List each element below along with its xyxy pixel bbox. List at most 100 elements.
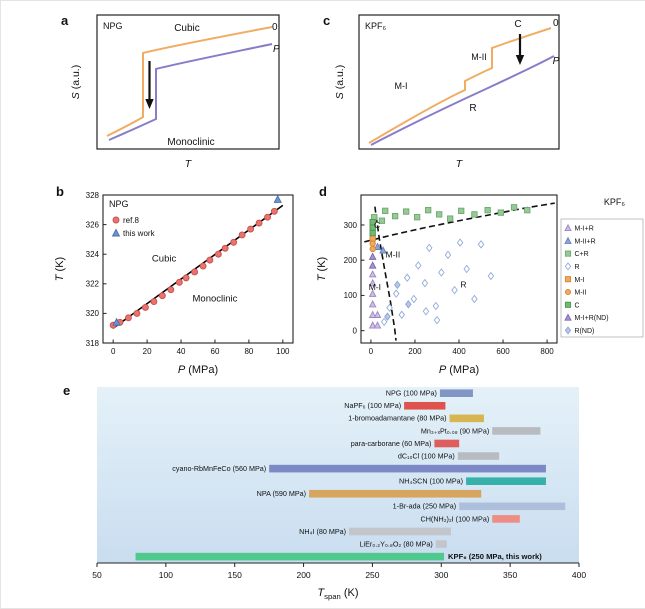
phase-label: M-I bbox=[369, 282, 381, 292]
panel-letter-c: c bbox=[323, 13, 330, 28]
panel-letter-a: a bbox=[61, 13, 69, 28]
data-point-marker bbox=[564, 301, 572, 308]
bar-label: KPF₆ (250 MPa, this work) bbox=[448, 552, 542, 561]
x-tick-label: 200 bbox=[408, 347, 422, 356]
chart-title: KPF₆ bbox=[604, 197, 626, 207]
chart-background bbox=[97, 387, 579, 563]
data-point-marker bbox=[214, 250, 222, 258]
data-point-marker bbox=[391, 212, 399, 220]
bar-8 bbox=[466, 477, 546, 485]
data-point-marker bbox=[564, 223, 572, 232]
axis-label: T (K) bbox=[54, 257, 66, 281]
data-point-marker bbox=[380, 317, 388, 327]
y-tick-label: 0 bbox=[353, 326, 358, 335]
curve-zero-label: 0 bbox=[553, 18, 559, 29]
legend-label: M-II bbox=[575, 290, 587, 297]
x-tick-label: 40 bbox=[177, 347, 186, 356]
bar-12 bbox=[349, 527, 451, 536]
y-tick-label: 322 bbox=[86, 280, 100, 289]
axis-label: T (K) bbox=[316, 257, 328, 281]
series-M-I+R(ND) bbox=[368, 252, 377, 269]
panel-e-chart: e 50 100 150 200 250 300 350 400 Tspan (K) NPG (1… bbox=[63, 383, 586, 601]
bar-label: 1-bromoadamantane (80 MPa) bbox=[348, 414, 446, 423]
phase-boundary bbox=[374, 206, 397, 341]
data-point-marker bbox=[373, 310, 382, 318]
panel-c-xlabel: T bbox=[456, 158, 464, 170]
series-R bbox=[380, 238, 495, 327]
bar-label: NH₄I (80 MPa) bbox=[299, 527, 346, 536]
y-tick-label: 326 bbox=[86, 220, 100, 229]
data-point-marker bbox=[368, 278, 377, 287]
x-tick-label: 20 bbox=[143, 347, 152, 356]
series-M-II+R bbox=[373, 242, 387, 254]
data-point-marker bbox=[238, 231, 246, 239]
panel-c-ylabel: S (a.u.) bbox=[334, 65, 346, 99]
phase-label: R bbox=[460, 280, 466, 290]
bar-label: cyano-RbMnFeCo (560 MPa) bbox=[172, 464, 266, 473]
x-tick-label: 0 bbox=[369, 347, 374, 356]
phase-label-c: C bbox=[514, 19, 521, 30]
data-point-marker bbox=[167, 286, 175, 294]
curve-p-label: P bbox=[273, 44, 280, 55]
data-point-marker bbox=[564, 236, 572, 244]
data-point-marker bbox=[458, 207, 465, 215]
data-point-marker bbox=[438, 268, 445, 277]
legend-label: this work bbox=[123, 229, 156, 238]
data-point-marker bbox=[564, 276, 572, 283]
bar-label: NPA (590 MPa) bbox=[257, 489, 306, 498]
entropy-drop-arrowhead-icon bbox=[145, 99, 154, 109]
data-point-marker bbox=[392, 289, 400, 298]
fit-line bbox=[112, 204, 284, 329]
series-this work bbox=[112, 194, 282, 326]
entropy-curve-zero-pressure bbox=[368, 27, 552, 144]
data-point-marker bbox=[451, 285, 458, 295]
phase-label-m1: M-I bbox=[395, 81, 408, 91]
data-point-marker bbox=[471, 294, 478, 304]
curve-p-label: P bbox=[553, 56, 560, 67]
data-point-marker bbox=[497, 209, 504, 216]
series-C bbox=[369, 218, 376, 237]
axis-label: Tspan (K) bbox=[317, 587, 358, 601]
data-point-marker bbox=[484, 207, 491, 214]
data-point-marker bbox=[477, 240, 485, 249]
bar-label: CH(NH₂)₂I (100 MPa) bbox=[421, 514, 490, 523]
data-point-marker bbox=[425, 207, 432, 214]
data-point-marker bbox=[524, 207, 531, 214]
panel-letter-b: b bbox=[56, 184, 64, 199]
phase-label: M-II bbox=[386, 250, 401, 260]
data-point-marker bbox=[273, 194, 282, 203]
panel-letter-e: e bbox=[63, 383, 70, 398]
y-tick-label: 200 bbox=[344, 256, 358, 265]
x-tick-label: 60 bbox=[211, 347, 220, 356]
plot-frame bbox=[102, 194, 294, 344]
legend-label: M-II+R bbox=[575, 238, 596, 245]
phase-label-m2: M-II bbox=[471, 52, 487, 62]
legend-label: C+R bbox=[575, 251, 589, 258]
data-point-marker bbox=[405, 299, 412, 309]
data-point-marker bbox=[564, 326, 572, 335]
series-C+R bbox=[371, 204, 531, 224]
panel-a-frame bbox=[96, 14, 280, 150]
panel-a-ylabel: S (a.u.) bbox=[70, 65, 82, 99]
data-point-marker bbox=[369, 245, 376, 253]
legend-label: R(ND) bbox=[575, 328, 595, 335]
data-point-marker bbox=[141, 304, 149, 311]
data-point-marker bbox=[384, 312, 391, 321]
series-M-I+R bbox=[368, 270, 382, 329]
entropy-drop-arrowhead-icon bbox=[515, 55, 525, 65]
data-point-marker bbox=[447, 215, 454, 222]
data-point-marker bbox=[463, 264, 470, 274]
data-point-marker bbox=[433, 315, 441, 325]
entropy-curve-under-pressure bbox=[108, 43, 273, 141]
data-point-marker bbox=[206, 256, 214, 264]
bar-4 bbox=[492, 427, 541, 435]
data-point-marker bbox=[369, 218, 376, 226]
data-point-marker bbox=[368, 289, 377, 297]
bar-label: dC₁₀Cl (100 MPa) bbox=[398, 451, 455, 460]
data-point-marker bbox=[382, 207, 389, 215]
y-tick-label: 100 bbox=[344, 291, 358, 300]
x-tick-label: 200 bbox=[296, 570, 310, 580]
data-point-marker bbox=[112, 216, 120, 224]
plot-frame bbox=[360, 194, 558, 344]
